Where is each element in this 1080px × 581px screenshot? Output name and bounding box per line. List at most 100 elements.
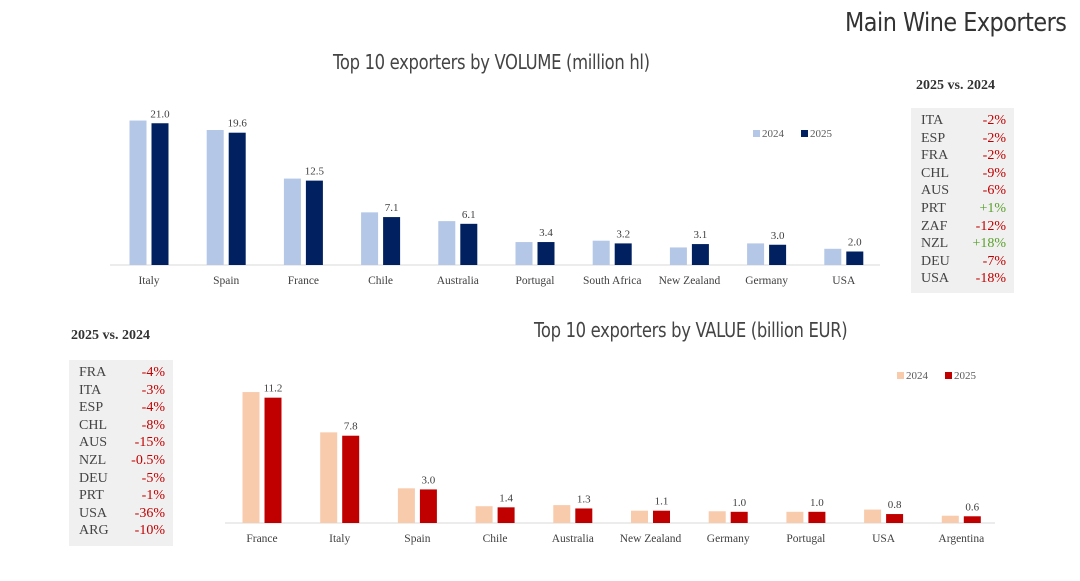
category-label: Argentina	[938, 533, 984, 545]
comparison-row: AUS -15%	[79, 434, 165, 452]
category-label: Australia	[437, 275, 479, 287]
bar-2025-italy	[342, 435, 360, 523]
bar-2025-argentina	[963, 516, 981, 523]
change-value: -0.5%	[131, 452, 165, 468]
bar-2025-france	[305, 180, 323, 265]
bar-2024-italy	[129, 120, 147, 265]
bar-2025-france	[264, 397, 282, 523]
country-code: ARG	[79, 523, 109, 539]
category-label: Germany	[707, 533, 750, 545]
change-value: -6%	[982, 183, 1006, 199]
legend-swatch-2024	[753, 130, 760, 137]
comparison-row: AUS -6%	[921, 182, 1006, 200]
change-value: -15%	[134, 435, 165, 451]
data-label: 19.6	[228, 118, 248, 130]
country-code: USA	[921, 271, 950, 287]
bar-2024-france	[283, 178, 301, 265]
comparison-row: CHL -8%	[79, 417, 165, 435]
bar-2024-new-zealand	[631, 510, 648, 523]
bar-2024-france	[242, 392, 260, 523]
bar-2024-new-zealand	[669, 247, 687, 265]
category-label: France	[246, 533, 277, 545]
legend-swatch-2025	[801, 130, 808, 137]
country-code: AUS	[921, 183, 950, 199]
country-code: PRT	[79, 488, 104, 504]
change-value: +1%	[979, 200, 1006, 216]
category-label: New Zealand	[659, 275, 721, 287]
data-label: 6.1	[462, 209, 476, 221]
data-label: 21.0	[150, 108, 170, 120]
bar-2024-germany	[747, 243, 765, 265]
data-label: 12.5	[305, 166, 325, 178]
change-value: -1%	[141, 488, 165, 504]
bar-2025-new-zealand	[691, 244, 709, 265]
volume-comparison-header: 2025 vs. 2024	[916, 78, 995, 93]
country-code: FRA	[921, 148, 949, 164]
volume-comparison-table: ITA -2% ESP -2% FRA -2% CHL -9% AUS -6% PRT +1% ZAF -…	[911, 108, 1014, 293]
change-value: -10%	[134, 523, 165, 539]
change-value: -12%	[975, 218, 1006, 234]
bar-2024-australia	[553, 505, 571, 523]
category-label: South Africa	[583, 275, 641, 287]
legend-label-2024: 2024	[906, 370, 929, 382]
change-value: +18%	[972, 236, 1006, 252]
data-label: 3.0	[771, 230, 785, 242]
comparison-row: FRA -4%	[79, 364, 165, 382]
volume-chart: 21.0 Italy 19.6 Spain 12.5 France 7.1 Chile 6.1 A…	[110, 108, 880, 287]
change-value: -9%	[982, 165, 1006, 181]
comparison-row: CHL -9%	[921, 165, 1006, 183]
data-label: 0.6	[965, 501, 979, 513]
category-label: Australia	[552, 533, 594, 545]
change-value: -2%	[982, 130, 1006, 146]
bar-2025-italy	[151, 123, 169, 265]
data-label: 7.1	[385, 202, 399, 214]
bar-2024-portugal	[515, 242, 533, 265]
category-label: Portugal	[786, 533, 825, 545]
bar-2025-usa	[886, 514, 904, 523]
legend-label-2025: 2025	[954, 370, 977, 382]
category-label: France	[288, 275, 319, 287]
country-code: ITA	[921, 113, 944, 128]
category-label: Chile	[368, 275, 393, 287]
change-value: -2%	[982, 148, 1006, 164]
data-label: 3.2	[616, 228, 630, 240]
country-code: USA	[79, 505, 108, 521]
bar-2025-south-africa	[614, 243, 632, 265]
data-label: 1.3	[577, 493, 591, 505]
data-label: 1.0	[810, 497, 824, 509]
comparison-row: USA -18%	[921, 270, 1006, 288]
legend-swatch-2024	[897, 372, 904, 379]
country-code: ITA	[79, 382, 102, 398]
country-code: NZL	[79, 452, 107, 468]
data-label: 1.0	[732, 497, 746, 509]
main-title: Main Wine Exporters	[844, 8, 1067, 38]
comparison-row: NZL -0.5%	[79, 452, 165, 470]
category-label: Italy	[138, 275, 159, 287]
category-label: Germany	[745, 275, 788, 287]
bar-2024-portugal	[786, 511, 804, 523]
bar-2025-germany	[730, 511, 748, 523]
country-code: ESP	[79, 400, 104, 416]
bar-2024-chile	[361, 212, 379, 265]
data-label: 0.8	[888, 499, 902, 511]
data-label: 1.4	[499, 492, 513, 504]
bar-2024-germany	[708, 511, 726, 523]
bar-2024-south-africa	[592, 240, 610, 265]
category-label: New Zealand	[620, 533, 682, 545]
value-comparison-table: FRA -4% ITA -3% ESP -4% CHL -8% AUS -15% NZL -0.5% D…	[69, 360, 173, 546]
comparison-row: PRT -1%	[79, 487, 165, 505]
bar-2025-portugal	[537, 242, 555, 265]
category-label: Portugal	[516, 275, 555, 287]
bar-2025-new-zealand	[653, 510, 670, 523]
bar-2025-germany	[769, 244, 787, 265]
bar-2024-usa	[824, 248, 842, 265]
country-code: ESP	[921, 130, 946, 146]
country-code: DEU	[921, 253, 950, 269]
data-label: 3.4	[539, 227, 553, 239]
change-value: -18%	[975, 271, 1006, 287]
bar-2025-chile	[383, 217, 401, 265]
bar-2025-portugal	[808, 511, 826, 523]
change-value: -7%	[982, 253, 1006, 269]
comparison-row: DEU -5%	[79, 470, 165, 488]
category-label: Chile	[483, 533, 508, 545]
